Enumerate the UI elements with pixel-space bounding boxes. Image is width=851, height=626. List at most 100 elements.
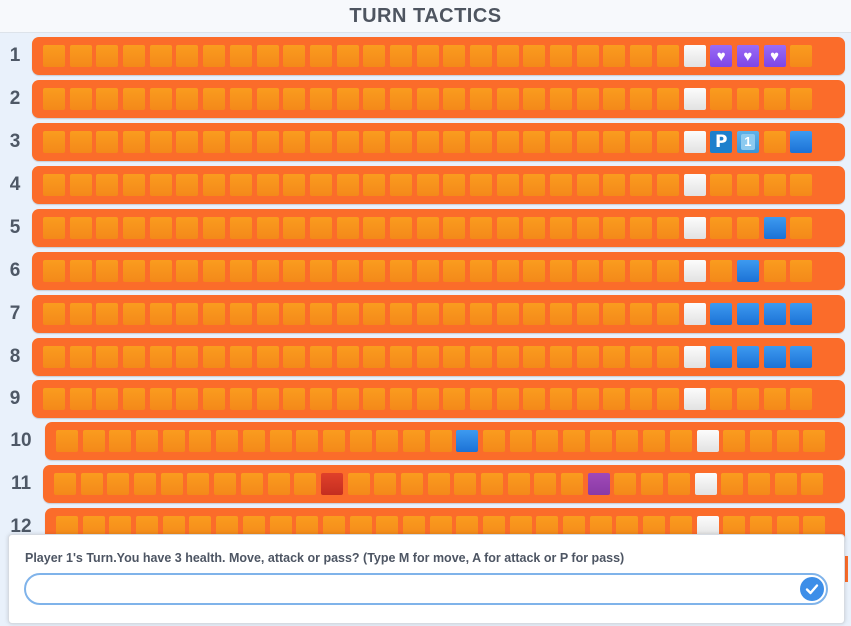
- tile[interactable]: [256, 260, 279, 282]
- tile[interactable]: [283, 88, 306, 110]
- tile[interactable]: [149, 217, 172, 239]
- tile[interactable]: [454, 473, 477, 495]
- tile[interactable]: [309, 388, 332, 410]
- tile[interactable]: [203, 217, 226, 239]
- tile[interactable]: [790, 45, 813, 67]
- tile[interactable]: [603, 88, 626, 110]
- tile[interactable]: [763, 388, 786, 410]
- tile[interactable]: [710, 88, 733, 110]
- tile[interactable]: [96, 388, 119, 410]
- tile[interactable]: [96, 303, 119, 325]
- tile[interactable]: [149, 88, 172, 110]
- tile[interactable]: [309, 45, 332, 67]
- tile[interactable]: [790, 260, 813, 282]
- tile[interactable]: [550, 45, 573, 67]
- blue-tile[interactable]: [790, 346, 813, 368]
- tile[interactable]: [109, 430, 132, 452]
- tile[interactable]: [736, 88, 759, 110]
- blue-tile[interactable]: [736, 346, 759, 368]
- tile[interactable]: [443, 346, 466, 368]
- tile[interactable]: [400, 473, 423, 495]
- tile[interactable]: [203, 174, 226, 196]
- tile[interactable]: [576, 131, 599, 153]
- tile[interactable]: [229, 388, 252, 410]
- tile[interactable]: [630, 45, 653, 67]
- tile[interactable]: [470, 45, 492, 67]
- tile[interactable]: [763, 88, 786, 110]
- tile[interactable]: [322, 516, 345, 538]
- tile[interactable]: [309, 260, 332, 282]
- tile[interactable]: [363, 217, 386, 239]
- tile[interactable]: [747, 473, 770, 495]
- tile[interactable]: [470, 131, 492, 153]
- tile[interactable]: [710, 217, 733, 239]
- tile[interactable]: [363, 174, 386, 196]
- submit-button[interactable]: [800, 577, 824, 601]
- tile[interactable]: [589, 516, 612, 538]
- blue-tile[interactable]: [736, 303, 759, 325]
- tile[interactable]: [576, 174, 599, 196]
- tile[interactable]: [69, 45, 92, 67]
- tile[interactable]: [630, 217, 653, 239]
- tile[interactable]: [534, 473, 557, 495]
- tile[interactable]: [669, 516, 692, 538]
- white-tile[interactable]: [683, 88, 706, 110]
- tile[interactable]: [96, 346, 119, 368]
- heart-icon[interactable]: ♥: [710, 45, 733, 67]
- tile[interactable]: [349, 430, 372, 452]
- tile[interactable]: [229, 45, 252, 67]
- tile[interactable]: [96, 88, 119, 110]
- tile[interactable]: [347, 473, 370, 495]
- white-tile[interactable]: [683, 388, 706, 410]
- tile[interactable]: [309, 217, 332, 239]
- number-one-icon[interactable]: 1: [736, 131, 759, 153]
- tile[interactable]: [43, 388, 65, 410]
- tile[interactable]: [427, 473, 450, 495]
- tile[interactable]: [203, 88, 226, 110]
- tile[interactable]: [710, 174, 733, 196]
- tile[interactable]: [189, 516, 212, 538]
- tile[interactable]: [496, 88, 519, 110]
- tile[interactable]: [96, 174, 119, 196]
- tile[interactable]: [336, 174, 359, 196]
- tile[interactable]: [443, 217, 466, 239]
- tile[interactable]: [96, 217, 119, 239]
- tile[interactable]: [416, 88, 439, 110]
- tile[interactable]: [322, 430, 345, 452]
- tile[interactable]: [723, 430, 746, 452]
- tile[interactable]: [349, 516, 372, 538]
- tile[interactable]: [470, 303, 492, 325]
- tile[interactable]: [630, 260, 653, 282]
- tile[interactable]: [416, 45, 439, 67]
- tile[interactable]: [389, 88, 412, 110]
- tile[interactable]: [189, 430, 212, 452]
- tile[interactable]: [736, 174, 759, 196]
- tile[interactable]: [496, 217, 519, 239]
- tile[interactable]: [269, 430, 292, 452]
- tile[interactable]: [402, 430, 425, 452]
- tile[interactable]: [630, 346, 653, 368]
- tile[interactable]: [363, 88, 386, 110]
- tile[interactable]: [603, 388, 626, 410]
- tile[interactable]: [229, 346, 252, 368]
- tile[interactable]: [470, 346, 492, 368]
- tile[interactable]: [563, 430, 586, 452]
- white-tile[interactable]: [683, 346, 706, 368]
- tile[interactable]: [656, 88, 679, 110]
- tile[interactable]: [363, 346, 386, 368]
- tile[interactable]: [550, 131, 573, 153]
- blue-tile[interactable]: [763, 346, 786, 368]
- tile[interactable]: [523, 260, 546, 282]
- tile[interactable]: [229, 174, 252, 196]
- tile[interactable]: [763, 174, 786, 196]
- tile[interactable]: [603, 303, 626, 325]
- blue-tile[interactable]: [736, 260, 759, 282]
- tile[interactable]: [496, 260, 519, 282]
- tile[interactable]: [123, 131, 146, 153]
- tile[interactable]: [603, 217, 626, 239]
- blue-tile[interactable]: [710, 346, 733, 368]
- tile[interactable]: [336, 131, 359, 153]
- tile[interactable]: [710, 260, 733, 282]
- white-tile[interactable]: [683, 45, 706, 67]
- tile[interactable]: [643, 430, 666, 452]
